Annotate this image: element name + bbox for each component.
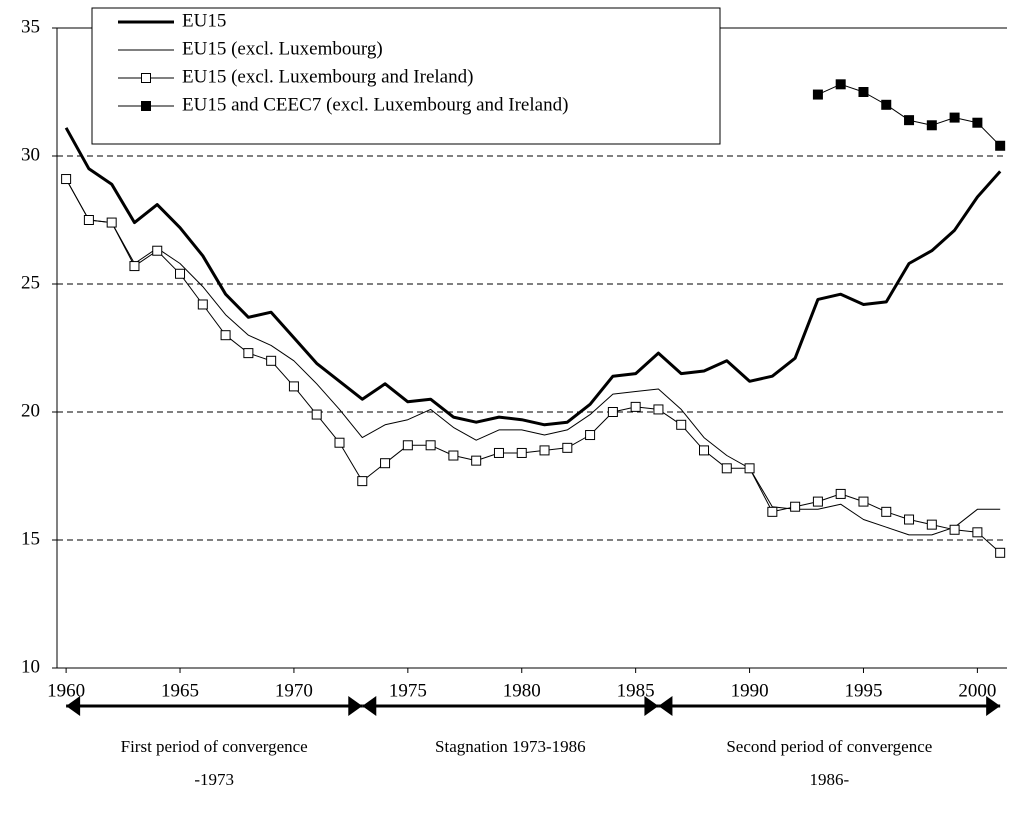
marker [562,442,573,453]
marker [858,496,869,507]
marker [949,524,960,535]
series-line [65,178,1001,536]
y-tick-label: 20 [21,400,40,421]
marker [493,447,504,458]
marker [904,514,915,525]
marker [243,348,254,359]
marker [220,330,231,341]
legend-label: EU15 [182,10,226,31]
marker [425,440,436,451]
marker [61,174,72,185]
period-label: First period of convergence [121,737,308,756]
series-line [64,127,1002,427]
marker [858,87,869,97]
marker [744,463,755,474]
marker [835,488,846,499]
arrow-head [362,696,377,716]
marker [790,501,801,512]
marker [812,89,823,100]
marker [106,217,117,228]
marker [926,120,937,131]
marker [288,381,299,392]
marker [607,407,618,417]
x-tick-label: 1980 [503,680,541,701]
marker [835,79,846,90]
marker [995,547,1006,558]
marker [539,445,550,456]
marker [926,519,937,530]
arrow-head [644,696,659,716]
x-tick-label: 1970 [275,680,313,701]
arrow-head [348,696,363,716]
marker [141,101,151,111]
y-tick-label: 10 [21,656,40,677]
marker [630,401,641,412]
arrow-head [66,696,81,716]
marker [972,117,983,128]
marker [197,299,208,310]
marker [334,437,345,448]
x-tick-label: 1995 [844,680,882,701]
x-tick-label: 1975 [389,680,427,701]
marker [585,430,596,441]
marker [767,506,778,517]
marker [904,115,915,126]
marker [516,447,527,458]
marker [949,112,960,123]
legend-label: EU15 and CEEC7 (excl. Luxembourg and Ire… [182,94,568,115]
arrow-head [658,696,673,716]
x-tick-label: 1965 [161,680,199,701]
x-tick-label: 1990 [731,680,769,701]
period-label: -1973 [194,770,234,789]
legend-label: EU15 (excl. Luxembourg) [182,38,383,59]
marker [676,419,687,430]
arrow-head [986,696,1001,716]
y-tick-label: 25 [21,272,40,293]
marker [721,463,732,474]
x-tick-label: 1960 [47,680,85,701]
marker [175,268,186,279]
series-line [817,83,1001,147]
marker [972,527,983,538]
marker [699,445,710,456]
marker [995,140,1006,151]
y-tick-label: 30 [21,144,40,165]
legend-box [91,7,721,145]
marker [266,355,277,366]
marker [881,99,892,110]
marker [141,73,151,83]
marker [402,440,413,451]
marker [380,458,391,469]
marker [129,261,140,272]
legend-label: EU15 (excl. Luxembourg and Ireland) [182,66,473,87]
y-tick-label: 35 [21,16,40,37]
marker [881,506,892,517]
x-tick-label: 2000 [958,680,996,701]
marker [83,215,94,225]
period-label: Stagnation 1973-1986 [435,737,586,756]
marker [653,404,664,415]
marker [448,450,459,461]
x-tick-label: 1985 [617,680,655,701]
period-label: Second period of convergence [726,737,932,756]
marker [152,245,163,256]
period-label: 1986- [809,770,849,789]
marker [812,496,823,507]
marker [471,455,482,466]
marker [357,476,368,487]
y-tick-label: 15 [21,528,40,549]
marker [311,409,322,420]
